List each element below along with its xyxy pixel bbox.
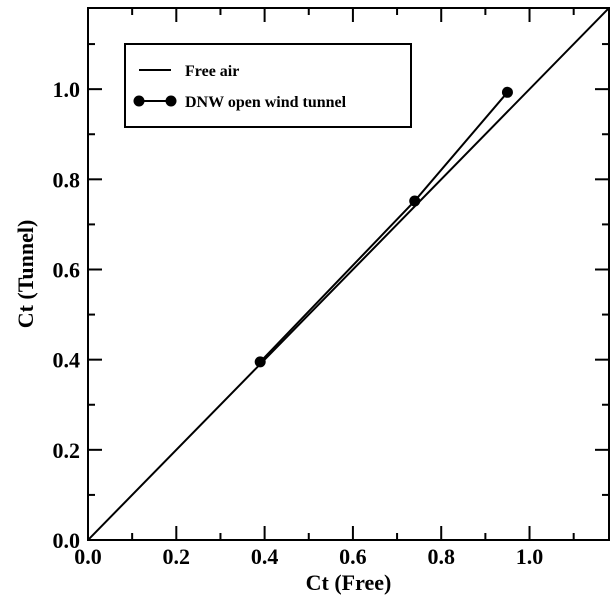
- series-point-2: [409, 195, 421, 207]
- series-line-1: [88, 8, 609, 540]
- legend-items: Free air DNW open wind tunnel: [133, 63, 347, 111]
- y-tick-label: 0.0: [53, 528, 81, 553]
- legend-swatch-marker: [165, 95, 177, 107]
- legend: Free air DNW open wind tunnel: [124, 43, 412, 128]
- x-axis-ticks: 0.0 0.2 0.4 0.6 0.8 1.0: [74, 8, 575, 569]
- x-tick-label: 0.4: [251, 544, 279, 569]
- legend-item-2: DNW open wind tunnel: [133, 94, 347, 111]
- y-tick-label: 0.2: [53, 438, 81, 463]
- legend-box: [124, 43, 412, 128]
- series-point-2: [254, 356, 266, 368]
- legend-item-1: Free air: [139, 63, 239, 80]
- x-tick-label: 0.6: [339, 544, 367, 569]
- plot-area: 0.0 0.2 0.4 0.6 0.8 1.0 0.0 0.2 0.4 0.6 0.8 1.0: [53, 7, 610, 569]
- y-tick-label: 0.6: [53, 257, 81, 282]
- x-tick-label: 1.0: [516, 544, 544, 569]
- series-line-2: [259, 91, 509, 363]
- series-point-2: [501, 86, 513, 98]
- x-tick-label: 0.2: [163, 544, 191, 569]
- legend-label: Free air: [185, 63, 239, 80]
- legend-swatch-marker: [133, 95, 145, 107]
- x-axis-title: Ct (Free): [306, 570, 392, 595]
- y-axis-ticks: 0.0 0.2 0.4 0.6 0.8 1.0: [53, 43, 609, 553]
- y-tick-label: 0.8: [53, 167, 81, 192]
- series-layer: [88, 8, 609, 540]
- y-tick-label: 1.0: [53, 77, 81, 102]
- legend-label: DNW open wind tunnel: [185, 94, 347, 111]
- x-tick-label: 0.8: [427, 544, 455, 569]
- plot-frame: [87, 7, 610, 541]
- y-axis-title: Ct (Tunnel): [13, 220, 38, 329]
- y-tick-label: 0.4: [53, 348, 81, 373]
- x-tick-label: 0.0: [74, 544, 102, 569]
